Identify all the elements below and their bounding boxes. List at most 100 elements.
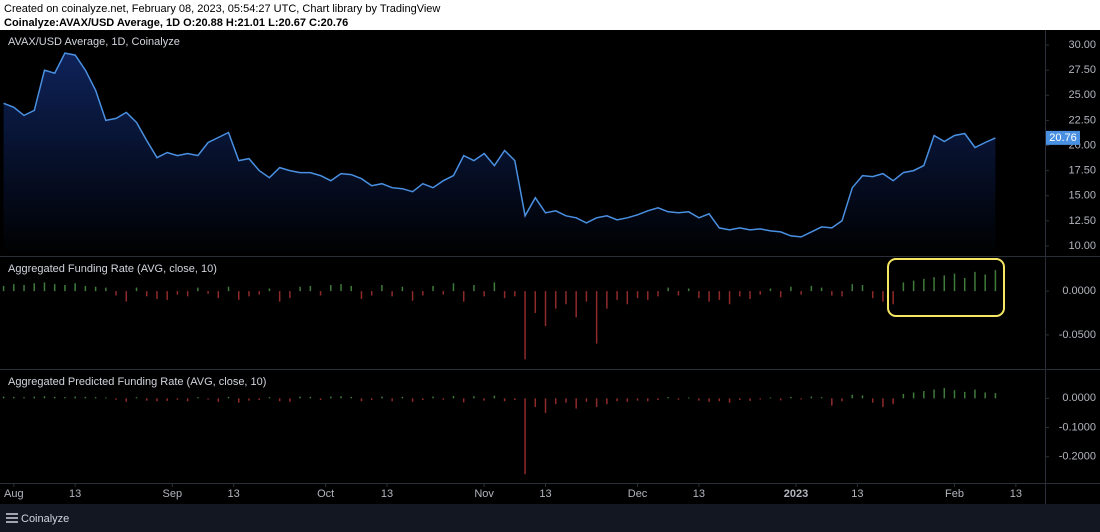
- funding-bar: [105, 397, 107, 399]
- funding-bar: [514, 291, 516, 297]
- funding-bar: [197, 287, 199, 292]
- funding-bar: [882, 291, 884, 302]
- funding-bar: [953, 390, 956, 399]
- x-tick-label: 13: [851, 488, 863, 500]
- funding-bar: [176, 291, 179, 295]
- funding-bar: [330, 285, 332, 292]
- funding-bar: [595, 291, 598, 344]
- funding-bar: [534, 398, 537, 408]
- footer-brand: Coinalyze: [21, 513, 69, 525]
- funding-bar: [728, 398, 731, 403]
- funding-bar: [33, 283, 36, 292]
- funding-bar: [851, 284, 854, 292]
- funding-bar: [360, 291, 363, 299]
- funding-bar: [84, 396, 87, 399]
- funding-bar: [452, 395, 455, 399]
- funding-bar: [309, 396, 312, 399]
- funding-bar: [2, 285, 5, 292]
- y-tick-label: -0.1000: [1059, 421, 1096, 433]
- funding-bar: [943, 275, 946, 292]
- funding-bar: [64, 397, 66, 399]
- symbol-info: Coinalyze:AVAX/USD Average, 1D O:20.88 H…: [4, 17, 349, 29]
- funding-bar: [687, 288, 690, 292]
- funding-bar: [401, 286, 404, 292]
- funding-bar: [892, 291, 894, 305]
- funding-bar: [739, 398, 741, 401]
- x-tick-label: 13: [1010, 488, 1022, 500]
- price-area: [3, 53, 996, 256]
- funding-bar: [176, 398, 179, 400]
- funding-bar: [370, 398, 373, 401]
- x-tick-label: Sep: [163, 488, 183, 500]
- funding-bar: [330, 396, 332, 399]
- funding-bar: [554, 291, 557, 309]
- funding-bar: [74, 283, 76, 292]
- funding-bar: [759, 291, 761, 295]
- funding-bar: [759, 398, 761, 400]
- y-tick-label: 27.50: [1068, 64, 1096, 76]
- funding-bar: [677, 291, 680, 296]
- funding-bar: [350, 396, 352, 399]
- x-tick-label: Oct: [317, 488, 334, 500]
- funding-bar: [422, 291, 424, 296]
- funding-bar: [227, 286, 230, 292]
- funding-bar: [53, 284, 56, 292]
- funding-bar: [708, 291, 710, 302]
- funding-bar: [125, 398, 128, 402]
- funding-bar: [319, 291, 322, 296]
- y-tick-label: 15.00: [1068, 190, 1096, 202]
- funding-bar: [268, 397, 271, 399]
- funding-bar: [350, 285, 352, 292]
- funding-bar: [278, 398, 281, 402]
- funding-bar: [718, 398, 721, 402]
- x-tick-label: 13: [539, 488, 551, 500]
- pane-title: Aggregated Funding Rate (AVG, close, 10): [8, 263, 217, 275]
- funding-bar: [166, 291, 168, 300]
- funding-bar: [186, 291, 189, 297]
- funding-bar: [105, 287, 107, 292]
- funding-bar: [544, 398, 547, 413]
- funding-bar: [841, 291, 843, 297]
- funding-bar: [933, 277, 935, 292]
- funding-bar: [657, 398, 659, 401]
- funding-bar: [626, 291, 629, 305]
- funding-bar: [278, 291, 281, 302]
- funding-bar: [544, 291, 547, 327]
- funding-bar: [94, 286, 97, 292]
- funding-bar: [769, 288, 772, 292]
- funding-bar: [923, 278, 925, 292]
- funding-bar: [667, 287, 669, 292]
- y-tick-label: 30.00: [1068, 39, 1096, 51]
- funding-bar: [841, 398, 843, 402]
- pane-title: AVAX/USD Average, 1D, Coinalyze: [8, 36, 180, 48]
- funding-bar: [575, 291, 577, 318]
- funding-bar: [524, 398, 526, 475]
- funding-bar: [616, 291, 618, 300]
- funding-bar: [769, 397, 772, 399]
- x-tick-label: 13: [228, 488, 240, 500]
- funding-bar: [2, 396, 5, 399]
- funding-bar: [739, 291, 741, 297]
- funding-bar: [391, 398, 393, 402]
- funding-bar: [871, 291, 874, 299]
- x-tick-label: 2023: [784, 488, 808, 500]
- funding-bar: [370, 291, 373, 296]
- funding-bar: [381, 396, 383, 399]
- funding-bar: [207, 398, 209, 400]
- x-tick-label: 13: [69, 488, 81, 500]
- funding-bar: [442, 291, 445, 295]
- funding-bar: [238, 291, 240, 300]
- funding-bar: [718, 291, 721, 300]
- price-line: [3, 52, 996, 238]
- funding-bar: [534, 291, 537, 313]
- funding-bar: [994, 270, 997, 292]
- funding-bar: [503, 291, 506, 299]
- funding-bar: [411, 398, 414, 402]
- funding-bar: [452, 283, 455, 292]
- funding-bar: [636, 291, 639, 299]
- funding-bar: [749, 398, 751, 401]
- funding-bar: [145, 398, 148, 401]
- y-tick-label: 22.50: [1068, 114, 1096, 126]
- funding-bar: [473, 396, 475, 399]
